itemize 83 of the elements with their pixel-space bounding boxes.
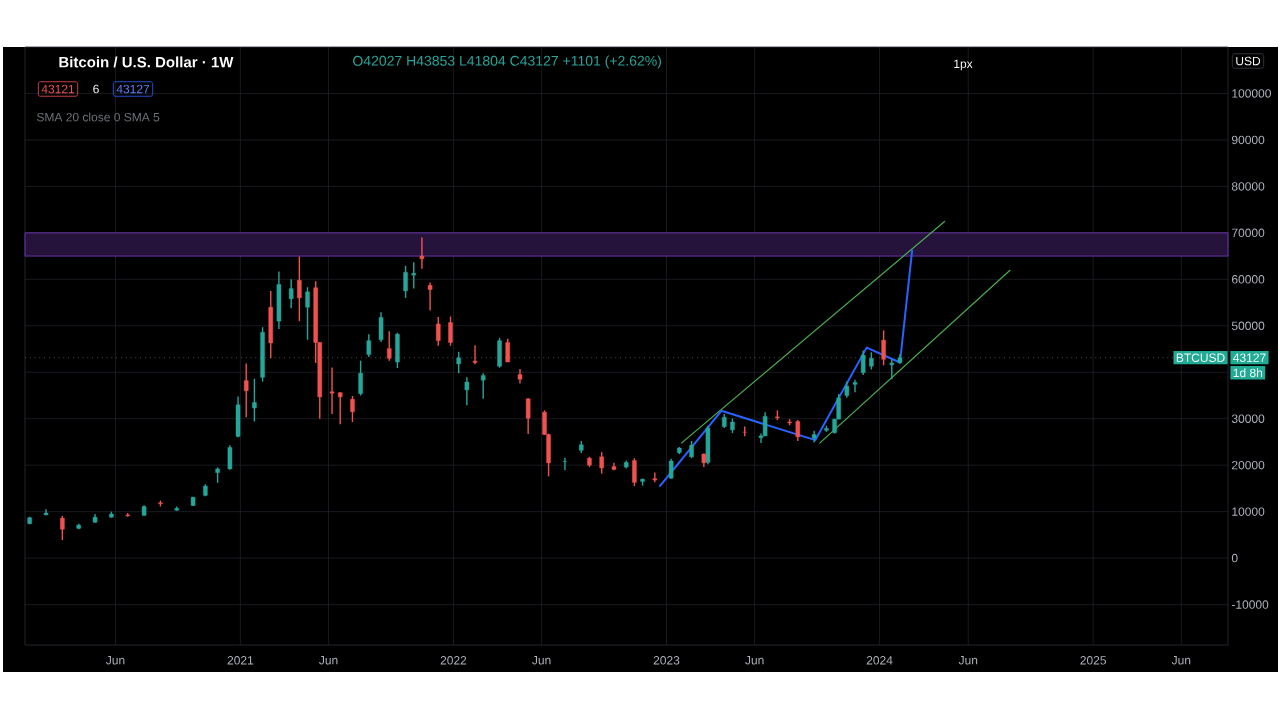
y-tick-label: 50000: [1231, 321, 1265, 331]
y-tick-label: 90000: [1231, 135, 1265, 145]
annotation: 1px: [954, 59, 973, 71]
x-tick-label: Jun: [1171, 656, 1191, 665]
candlestick: [599, 451, 604, 475]
candlestick: [43, 508, 49, 517]
x-tick-label: 2024: [866, 656, 893, 665]
candlestick: [497, 337, 502, 369]
annotation: SMA 20 close 0 SMA 5: [36, 112, 160, 122]
candlestick: [456, 351, 461, 374]
candlestick: [480, 372, 486, 400]
candlestick: [881, 329, 886, 366]
candlestick: [260, 326, 265, 383]
candlestick: [297, 255, 302, 322]
y-tick-label: 100000: [1232, 89, 1271, 98]
candlestick: [844, 380, 850, 399]
candlestick: [395, 332, 400, 369]
candlestick: [276, 270, 282, 330]
text: 43127: [1233, 353, 1266, 362]
y-tick-label: 70000: [1232, 228, 1265, 238]
x-tick-label: 2022: [440, 656, 467, 665]
annotation: 6: [93, 84, 99, 94]
annotation: 43121: [41, 84, 75, 94]
candlestick: [252, 378, 257, 423]
y-tick-label: 80000: [1231, 182, 1265, 191]
annotation: 43127: [116, 84, 150, 94]
candlestick: [464, 376, 470, 406]
x-tick-label: Jun: [745, 656, 764, 665]
x-tick-label: 2025: [1080, 656, 1107, 665]
candlestick: [227, 444, 233, 471]
candlestick: [190, 496, 196, 507]
y-tick-label: 30000: [1231, 414, 1265, 423]
x-tick-label: Jun: [105, 656, 125, 665]
candlestick: [411, 261, 416, 290]
candlestick: [350, 395, 355, 423]
x-tick-label: Jun: [319, 656, 338, 665]
candlestick: [525, 397, 531, 435]
text: O42027 H43853 L41804 C43127 +1101 (+2.62%): [353, 55, 661, 69]
line-series: [658, 248, 914, 488]
candlestick: [427, 281, 433, 312]
text: 1d 8h: [1233, 368, 1263, 378]
y-tick-label: 60000: [1232, 275, 1265, 284]
candlestick: [505, 338, 510, 363]
candlestick: [141, 504, 147, 517]
ref-line-label: BTCUSD: [1176, 353, 1225, 362]
x-tick-label: 2021: [227, 656, 254, 665]
x-tick-label: 2023: [653, 656, 680, 665]
candlestick: [337, 391, 343, 425]
y-tick-label: 0: [1231, 553, 1238, 563]
candlestick: [517, 368, 523, 385]
candlestick: [436, 316, 441, 347]
candlestick: [235, 395, 241, 439]
candlestick: [852, 378, 858, 393]
candlestick: [652, 471, 658, 484]
candlestick: [403, 265, 408, 299]
candlestick: [419, 236, 425, 270]
candlestick: [897, 353, 903, 365]
y-tick-label: 10000: [1232, 507, 1265, 516]
x-tick-label: Jun: [532, 656, 551, 665]
candlestick: [668, 457, 674, 480]
text: Bitcoin / U.S. Dollar · 1W: [59, 56, 234, 68]
candlestick: [243, 362, 249, 419]
text: USD: [1236, 56, 1261, 66]
candlestick: [448, 315, 453, 347]
candlestick: [795, 419, 801, 442]
x-tick-label: Jun: [958, 656, 978, 665]
candlestick: [305, 286, 310, 341]
candlestick: [701, 452, 707, 468]
candlestick: [386, 330, 392, 362]
y-tick-label: 20000: [1232, 460, 1265, 470]
candlestick: [60, 515, 65, 541]
candlestick: [632, 457, 637, 487]
candlestick: [611, 462, 617, 471]
candlestick: [358, 359, 363, 397]
candlestick: [811, 430, 817, 444]
candlestick: [378, 311, 384, 343]
candlestick: [889, 358, 895, 380]
candlestick: [472, 344, 478, 366]
candlestick: [268, 290, 273, 360]
candlestick: [288, 278, 294, 309]
y-tick-label: -10000: [1231, 600, 1269, 609]
candlestick: [92, 513, 98, 524]
candlestick: [329, 366, 335, 415]
